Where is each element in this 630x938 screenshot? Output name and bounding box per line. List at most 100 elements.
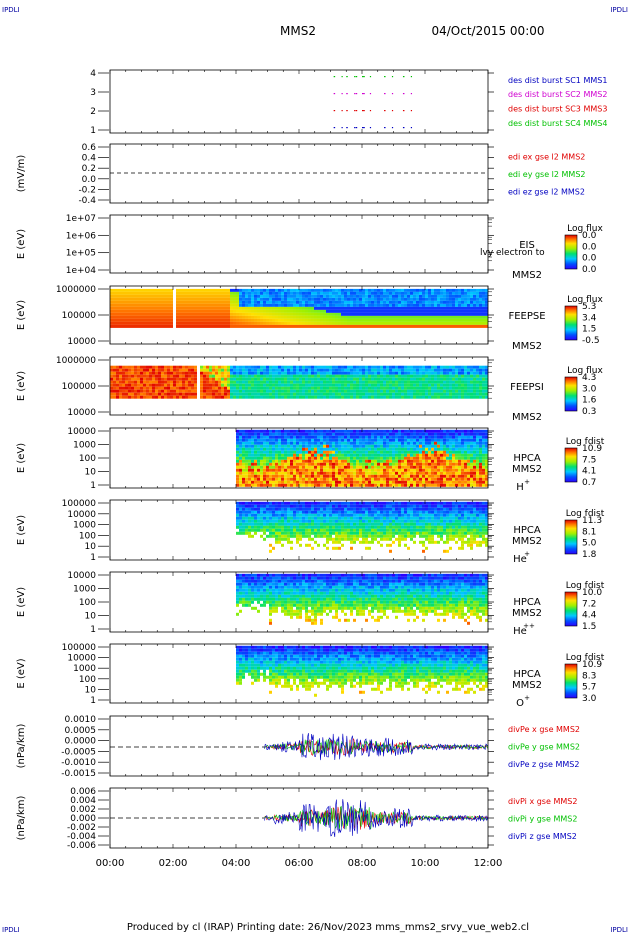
feepse-cell [116, 289, 119, 292]
feepse-cell [251, 298, 254, 301]
feepsi-cell [326, 390, 329, 393]
feepse-cell [332, 295, 335, 298]
hpca_h-cell [284, 481, 287, 484]
feepsi-cell [269, 387, 272, 390]
hpca_h-cell [275, 445, 278, 448]
feepse-cell [122, 322, 125, 325]
hpca_h-cell [299, 442, 302, 445]
feepse-cell [338, 310, 341, 313]
feepse-cell [371, 325, 374, 328]
feepse-cell [152, 292, 155, 295]
feepse-cell [113, 325, 116, 328]
hpca_h-cell [377, 430, 380, 433]
feepse-cell [365, 325, 368, 328]
hpca_h-cell [248, 445, 251, 448]
feepse-cell [302, 322, 305, 325]
feepse-cell [251, 307, 254, 310]
feepse-cell [197, 310, 200, 313]
feepse-cell [386, 289, 389, 292]
hpca_h-cell [335, 469, 338, 472]
hpca_h-cell [317, 475, 320, 478]
feepse-cell [236, 325, 239, 328]
hpca_h-cell [281, 463, 284, 466]
burst-mark-green [342, 76, 343, 77]
feepsi-cell [236, 378, 239, 381]
feepse-cell [215, 310, 218, 313]
feepsi-cell [359, 393, 362, 396]
feepsi-cell [443, 378, 446, 381]
feepsi-cell [461, 387, 464, 390]
hpca_h-cell [320, 457, 323, 460]
hpca_h-cell [461, 475, 464, 478]
hpca_h-cell [260, 469, 263, 472]
feepse-cell [431, 316, 434, 319]
feepse-cell [470, 310, 473, 313]
hpca_h-cell [263, 478, 266, 481]
feepsi-cell [338, 396, 341, 399]
feepse-cell [194, 322, 197, 325]
feepsi-cell [305, 384, 308, 387]
feepsi-cell [260, 378, 263, 381]
hpca_h-cell [458, 442, 461, 445]
feepsi-cell [416, 393, 419, 396]
feepse-cell [281, 304, 284, 307]
feepse-cell [389, 316, 392, 319]
feepse-cell [395, 289, 398, 292]
feepsi-cell [332, 381, 335, 384]
feepse-cell [326, 310, 329, 313]
hpca_h-cell [257, 454, 260, 457]
feepse-cell [383, 325, 386, 328]
feepse-cell [371, 301, 374, 304]
hpca_h-cell [332, 457, 335, 460]
feepsi-cell [284, 390, 287, 393]
feepsi-label-instrument: FEEPSI [510, 382, 544, 393]
feepse-cell [455, 316, 458, 319]
feepse-cell [236, 319, 239, 322]
hpca_h-cell [326, 484, 329, 487]
feepsi-cell [458, 396, 461, 399]
hpca_h-cell [314, 433, 317, 436]
feepsi-cell [347, 366, 350, 369]
feepsi-cell [392, 387, 395, 390]
hpca_h-cell [416, 451, 419, 454]
feepsi-cell [299, 384, 302, 387]
feepse-cell [170, 325, 173, 328]
feepse-cell [449, 295, 452, 298]
feepsi-cell [422, 393, 425, 396]
hpca_h-cell [440, 445, 443, 448]
feepsi-cell [203, 378, 206, 381]
feepsi-cell [335, 390, 338, 393]
feepse-cell [344, 304, 347, 307]
feepsi-cell [209, 378, 212, 381]
feepse-cell [125, 304, 128, 307]
feepse-cell [401, 325, 404, 328]
feepse-cell [371, 289, 374, 292]
feepse-cell [290, 301, 293, 304]
hpca_h-cell [287, 430, 290, 433]
feepse-cell [215, 319, 218, 322]
hpca_h-cell [260, 460, 263, 463]
feepse-cell [440, 307, 443, 310]
feepsi-cell [470, 378, 473, 381]
feepsi-cell [308, 366, 311, 369]
feepsi-cell [128, 396, 131, 399]
feepse-cell [395, 322, 398, 325]
feepse-cell [383, 322, 386, 325]
feepse-cell [353, 322, 356, 325]
feepse-cell [437, 304, 440, 307]
feepse-cell [143, 298, 146, 301]
feepsi-cell [239, 366, 242, 369]
hpca_h-cell [461, 478, 464, 481]
feepse-cell [143, 289, 146, 292]
feepse-cell [365, 301, 368, 304]
feepsi-cell [212, 375, 215, 378]
feepse-cell [245, 313, 248, 316]
hpca_h-cell [368, 469, 371, 472]
feepse-cell [341, 313, 344, 316]
hpca_h-cell [359, 466, 362, 469]
feepsi-cell [290, 378, 293, 381]
feepsi-cell [194, 369, 197, 372]
hpca_h-cell [272, 478, 275, 481]
feepse-cell [374, 325, 377, 328]
feepse-cell [149, 298, 152, 301]
